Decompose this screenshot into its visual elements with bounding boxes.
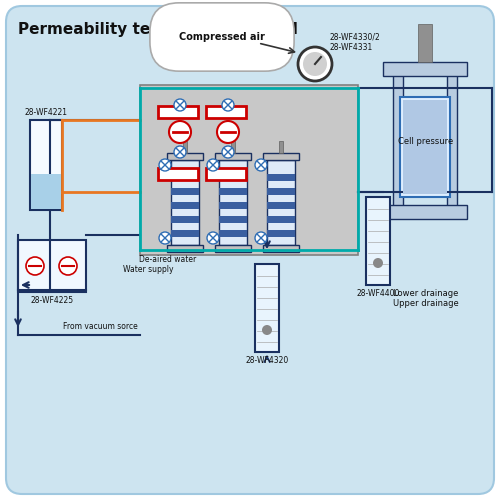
Circle shape [222,146,234,158]
Bar [279,141,283,153]
Bar [18,240,86,292]
Bar [219,230,247,237]
FancyBboxPatch shape [158,168,198,180]
Text: 28-WF4400: 28-WF4400 [356,289,400,298]
Text: Lower drainage: Lower drainage [393,288,458,298]
Circle shape [373,258,383,268]
Bar [31,174,61,209]
Bar [171,188,199,195]
Circle shape [217,121,239,143]
Circle shape [262,325,272,335]
Bar [383,205,467,219]
Bar [403,100,447,194]
Bar [171,160,199,245]
Bar [219,174,247,181]
Circle shape [303,52,327,76]
Bar [400,97,450,197]
Bar [30,120,62,210]
Text: 28-WF4331: 28-WF4331 [330,43,373,52]
Bar [215,153,251,160]
Circle shape [255,232,267,244]
Circle shape [159,159,171,171]
Text: Permeability tests in triaxial cell: Permeability tests in triaxial cell [18,22,298,37]
Circle shape [207,159,219,171]
Bar [231,141,235,153]
Circle shape [59,257,77,275]
Text: Water supply: Water supply [123,265,174,274]
Bar [267,216,295,223]
Bar [171,202,199,209]
Text: 28-WF4320: 28-WF4320 [246,356,288,365]
Bar [267,202,295,209]
Bar [267,188,295,195]
Bar [171,230,199,237]
Bar [418,24,432,62]
Bar [215,245,251,252]
Bar [219,188,247,195]
Bar [167,245,203,252]
Text: Compressed air: Compressed air [179,32,265,42]
Circle shape [207,232,219,244]
Bar [267,160,295,245]
Bar [267,174,295,181]
Circle shape [255,159,267,171]
Circle shape [174,146,186,158]
Circle shape [169,121,191,143]
Bar [267,230,295,237]
Bar [219,202,247,209]
Text: De-aired water: De-aired water [140,255,196,264]
FancyBboxPatch shape [206,106,246,118]
Bar [255,264,279,352]
Bar [263,245,299,252]
Bar [393,72,403,217]
Text: 28-WF4221: 28-WF4221 [24,108,68,117]
Bar [447,72,457,217]
Bar [183,141,187,153]
Bar [383,62,467,76]
Bar [263,153,299,160]
FancyBboxPatch shape [140,85,358,255]
Bar [171,216,199,223]
Circle shape [174,99,186,111]
Bar [167,153,203,160]
FancyBboxPatch shape [158,106,198,118]
Text: 28-WF4225: 28-WF4225 [30,296,74,305]
Circle shape [26,257,44,275]
Circle shape [222,99,234,111]
Bar [219,216,247,223]
Bar [219,160,247,245]
Text: Upper drainage: Upper drainage [393,300,459,308]
FancyBboxPatch shape [6,6,494,494]
Circle shape [159,232,171,244]
Text: From vacuum sorce: From vacuum sorce [62,322,138,331]
Bar [366,197,390,285]
Bar [171,174,199,181]
Circle shape [298,47,332,81]
FancyBboxPatch shape [206,168,246,180]
Text: 28-WF4330/2: 28-WF4330/2 [330,33,381,42]
Text: Cell pressure: Cell pressure [398,138,453,146]
